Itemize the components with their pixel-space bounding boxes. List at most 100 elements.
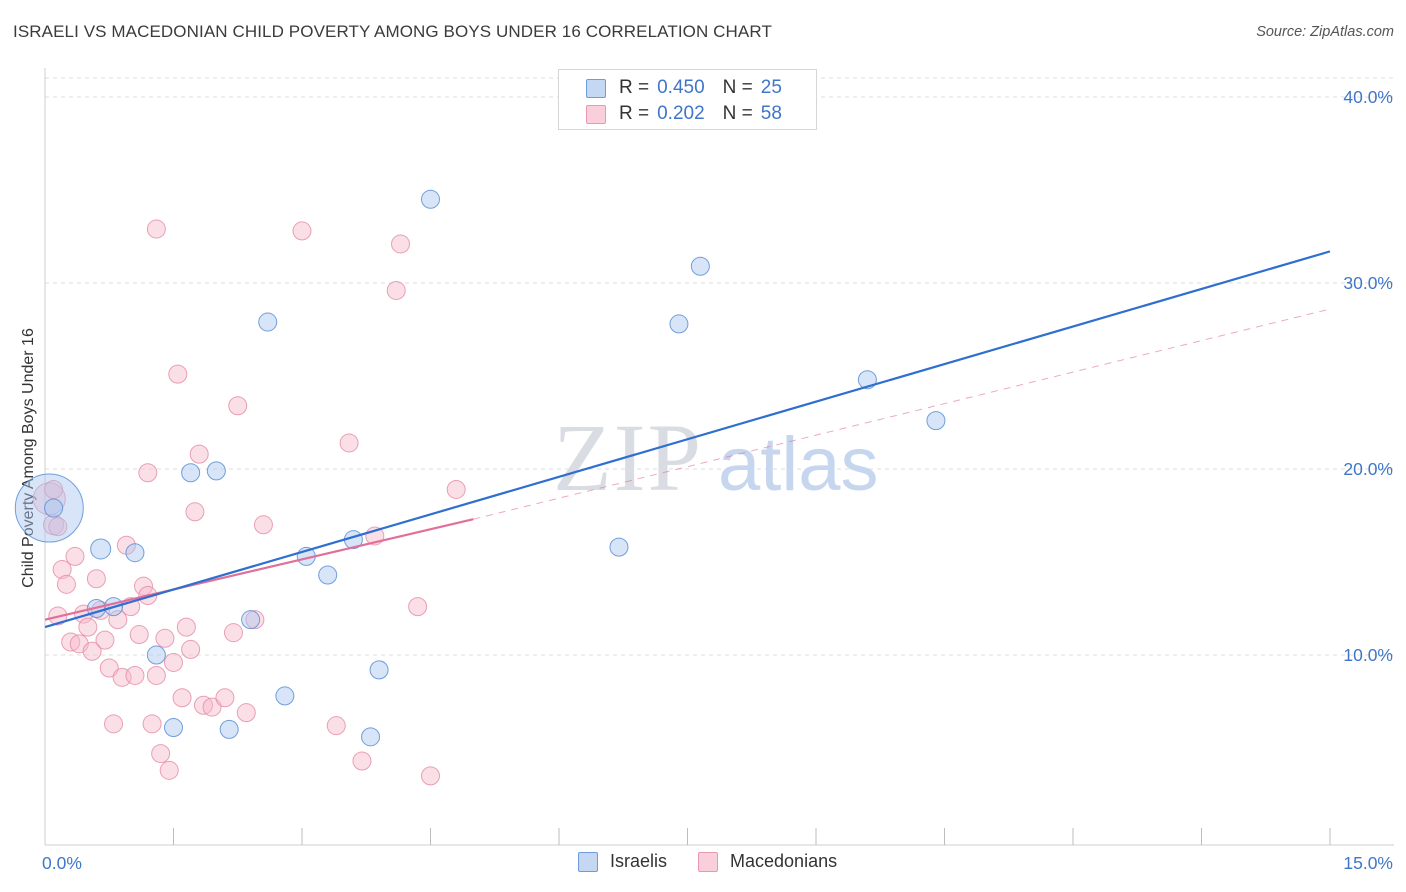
legend-n-value: 25 xyxy=(760,77,782,98)
israelis-point xyxy=(125,543,145,563)
israelis-point xyxy=(14,473,84,543)
israelis-point xyxy=(90,538,112,560)
legend-row-macedonians: R = 0.202 N = 58 xyxy=(559,101,782,127)
macedonians-point xyxy=(215,688,235,708)
macedonians-trend-line xyxy=(44,518,474,621)
macedonians-point xyxy=(326,716,346,736)
macedonians-point xyxy=(155,628,175,648)
macedonians-point xyxy=(408,597,428,617)
macedonians-point xyxy=(176,617,196,637)
israelis-point xyxy=(241,610,261,630)
israelis-point xyxy=(369,660,389,680)
macedonians-point xyxy=(421,766,440,786)
y-tick-label: 40.0% xyxy=(1343,87,1393,107)
macedonians-point xyxy=(228,396,248,416)
axes xyxy=(44,68,1394,846)
macedonians-point xyxy=(121,597,141,617)
legend-item-israelis: Israelis xyxy=(578,851,667,872)
israelis-point xyxy=(146,645,166,665)
macedonians-point xyxy=(181,639,201,659)
macedonians-point xyxy=(125,665,145,685)
macedonians-point xyxy=(386,280,406,300)
series-legend: Israelis Macedonians xyxy=(578,851,837,872)
macedonians-point xyxy=(134,576,154,596)
israelis-point xyxy=(926,411,946,431)
macedonians-point xyxy=(185,502,205,522)
macedonians-point xyxy=(129,625,149,645)
macedonians-point xyxy=(82,641,102,661)
macedonians-point xyxy=(86,569,106,589)
legend-n-label: N = xyxy=(722,77,753,98)
israelis-point xyxy=(669,314,689,334)
chart-title: ISRAELI VS MACEDONIAN CHILD POVERTY AMON… xyxy=(13,22,772,41)
israelis-point xyxy=(206,461,226,481)
macedonians-point xyxy=(339,433,359,453)
macedonians-point xyxy=(245,610,265,630)
macedonians-point xyxy=(446,479,466,499)
macedonians-point xyxy=(391,234,411,254)
macedonians-point xyxy=(95,630,115,650)
legend-label-macedonians: Macedonians xyxy=(730,851,838,871)
macedonians-point xyxy=(253,515,273,535)
legend-swatch-israelis xyxy=(578,851,598,872)
macedonians-point xyxy=(159,760,179,780)
macedonians-point xyxy=(168,364,188,384)
y-tick-label: 20.0% xyxy=(1343,459,1393,479)
legend-row-israelis: R = 0.450 N = 25 xyxy=(559,75,782,101)
israelis-point xyxy=(421,189,440,209)
israelis-point xyxy=(690,256,710,276)
israelis-point xyxy=(44,498,64,518)
israelis-point xyxy=(318,565,338,585)
israelis-trend-line xyxy=(44,250,1331,629)
tick-labels: 10.0% 20.0% 30.0% 40.0% 0.0% 15.0% xyxy=(42,87,1393,873)
macedonians-points xyxy=(32,219,466,786)
macedonians-point xyxy=(78,617,98,637)
macedonians-point xyxy=(48,517,68,537)
israelis-point xyxy=(609,537,629,557)
israelis-point xyxy=(164,718,183,738)
macedonians-point xyxy=(44,479,64,499)
macedonians-point xyxy=(223,623,243,643)
legend-r-value: 0.450 xyxy=(657,77,705,98)
legend-swatch-macedonians xyxy=(586,104,606,124)
x-tick-label: 15.0% xyxy=(1343,853,1393,873)
macedonians-point xyxy=(189,444,209,464)
macedonians-point xyxy=(56,574,76,594)
macedonians-point xyxy=(138,463,158,483)
watermark: ZIP atlas xyxy=(553,404,879,511)
israelis-point xyxy=(219,719,239,739)
macedonians-point xyxy=(151,744,171,764)
israelis-point xyxy=(275,686,295,706)
legend-r-label: R = xyxy=(619,77,650,98)
correlation-legend: R = 0.450 N = 25 R = 0.202 N = 58 xyxy=(558,69,817,130)
macedonians-trend-extension xyxy=(473,308,1331,520)
israelis-point xyxy=(181,463,201,483)
macedonians-point xyxy=(65,546,85,566)
israelis-point xyxy=(361,727,381,747)
x-tick-label: 0.0% xyxy=(42,853,82,873)
legend-swatch-israelis xyxy=(586,78,606,98)
macedonians-point xyxy=(99,658,119,678)
macedonians-point xyxy=(142,714,162,734)
legend-n-value: 58 xyxy=(760,103,782,124)
macedonians-point xyxy=(202,697,222,717)
legend-n-label: N = xyxy=(722,103,753,124)
legend-item-macedonians: Macedonians xyxy=(698,851,837,872)
y-tick-label: 30.0% xyxy=(1343,273,1393,293)
legend-label-israelis: Israelis xyxy=(610,851,668,871)
macedonians-point xyxy=(104,714,124,734)
watermark-atlas: atlas xyxy=(718,422,879,507)
y-tick-label: 10.0% xyxy=(1343,645,1393,665)
macedonians-point xyxy=(52,559,72,579)
source-label: Source: ZipAtlas.com xyxy=(1256,24,1394,40)
macedonians-point xyxy=(146,665,166,685)
macedonians-point xyxy=(146,219,166,239)
trend-lines xyxy=(44,250,1331,629)
macedonians-point xyxy=(172,688,192,708)
macedonians-point xyxy=(352,751,372,771)
macedonians-point xyxy=(32,482,66,516)
legend-r-label: R = xyxy=(619,103,650,124)
legend-swatch-macedonians xyxy=(698,851,719,872)
legend-r-value: 0.202 xyxy=(657,103,705,124)
